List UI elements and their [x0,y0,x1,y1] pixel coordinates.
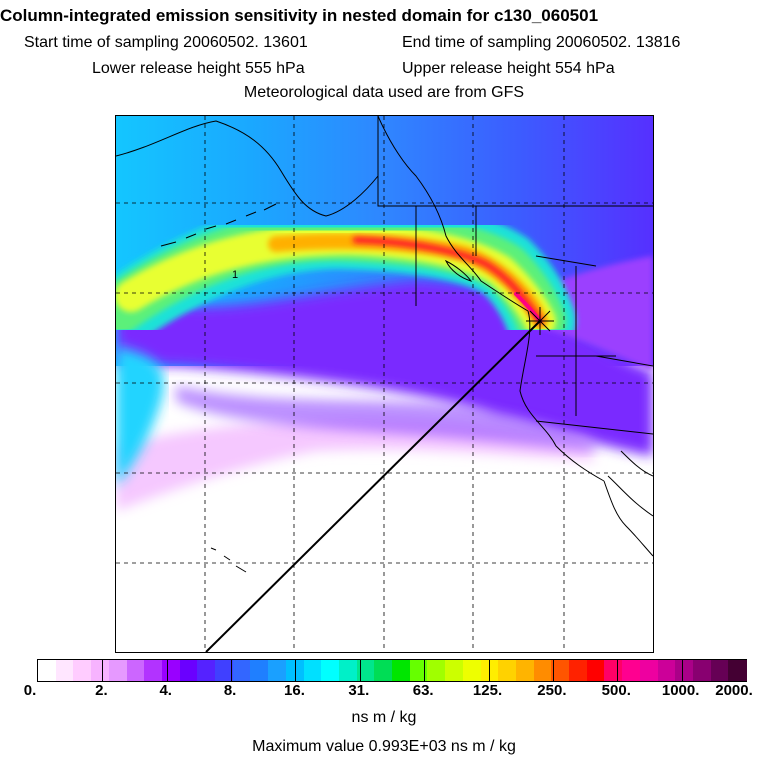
colorbar-swatch [374,660,393,681]
colorbar-swatch [515,660,535,681]
colorbar-divider [295,660,297,681]
canada-border [377,116,653,207]
colorbar-swatch [268,660,287,681]
colorbar-swatch [657,660,676,681]
vancouver-island [444,259,473,282]
colorbar-swatch [675,660,694,681]
colorbar-swatch [285,660,305,681]
coastlines [116,116,653,573]
colorbar-swatch [179,660,198,681]
colorbar-swatch [161,660,181,681]
state-borders [415,206,653,416]
colorbar-swatch [639,660,659,681]
sampling-start-time: Start time of sampling 20060502. 13601 [24,34,308,51]
sensitivity-field [116,116,653,511]
alaska-coast [116,120,379,217]
bc-coast [377,116,529,312]
colorbar-swatch [303,660,322,681]
colorbar-tick-label: 1000. [661,682,700,699]
colorbar-swatch [55,660,74,681]
us-west-coast [519,310,605,482]
colorbar-swatch [604,660,623,681]
baja-california [603,480,653,557]
colorbar-swatch [38,660,57,681]
maximum-value: Maximum value 0.993E+03 ns m / kg [252,738,516,755]
colorbar-divider [681,660,683,681]
colorbar-tick-label: 0. [23,682,37,699]
release-location-marker [526,307,554,335]
colorbar-swatch [569,660,588,681]
map-canvas: 1 [116,116,653,652]
colorbar-tick-label: 2. [95,682,108,699]
colorbar-swatch [586,660,605,681]
lower-release-height: Lower release height 555 hPa [92,60,305,77]
us-mexico-border [535,420,653,435]
hawaii-islands [210,547,247,573]
colorbar [37,659,747,682]
colorbar-swatch [356,660,375,681]
flight-track-line [205,320,541,652]
colorbar-tick-label: 500. [601,682,631,699]
colorbar-divider [231,660,233,681]
light-purple-north [176,386,596,451]
cyan-west-zone [116,346,164,486]
colorbar-divider [166,660,168,681]
colorbar-swatch [533,660,552,681]
colorbar-tick-label: 63. [412,682,434,699]
colorbar-divider [359,660,361,681]
colorbar-swatch [197,660,216,681]
colorbar-swatch [728,660,747,681]
colorbar-divider [424,660,426,681]
pale-pink-zone [116,419,596,511]
colorbar-tick-label: 4. [159,682,172,699]
colorbar-swatch [480,660,499,681]
colorbar-swatch [551,660,570,681]
colorbar-swatch [427,660,446,681]
contour-label: 1 [232,269,238,281]
sensitivity-map: 1 [115,115,654,653]
colorbar-tick-label: 250. [537,682,567,699]
colorbar-swatch [392,660,411,681]
colorbar-divider [552,660,554,681]
colorbar-divider [102,660,104,681]
colorbar-divider [488,660,490,681]
colorbar-swatch [462,660,482,681]
colorbar-tick-label: 125. [472,682,503,699]
sampling-end-time: End time of sampling 20060502. 13816 [402,34,681,51]
colorbar-swatch [108,660,128,681]
colorbar-swatch [338,660,358,681]
colorbar-swatch [91,660,110,681]
colorbar-swatch [710,660,729,681]
colorbar-tick-label: 16. [284,682,305,699]
figure-title: Column-integrated emission sensitivity i… [0,6,599,25]
colorbar-divider [617,660,619,681]
colorbar-swatch [622,660,641,681]
aleutian-chain [160,203,277,247]
colorbar-swatch [126,660,145,681]
colorbar-tick-label: 31. [348,682,370,699]
colorbar-tick-label: 2000. [715,682,753,699]
colorbar-tick-label: 8. [223,682,237,699]
colorbar-swatch [232,660,251,681]
colorbar-swatch [73,660,92,681]
met-data-source: Meteorological data used are from GFS [243,84,525,101]
gulf-of-california [607,475,653,517]
lat-lon-grid [116,116,653,652]
colorbar-swatch [445,660,464,681]
colorbar-swatch [215,660,234,681]
colorbar-swatch [692,660,712,681]
mexico-coast [620,450,653,477]
colorbar-swatch [321,660,340,681]
colorbar-swatch [250,660,269,681]
colorbar-units: ns m / kg [351,709,417,726]
colorbar-swatch [409,660,428,681]
colorbar-swatch [498,660,517,681]
colorbar-swatch [144,660,163,681]
upper-release-height: Upper release height 554 hPa [402,60,615,77]
